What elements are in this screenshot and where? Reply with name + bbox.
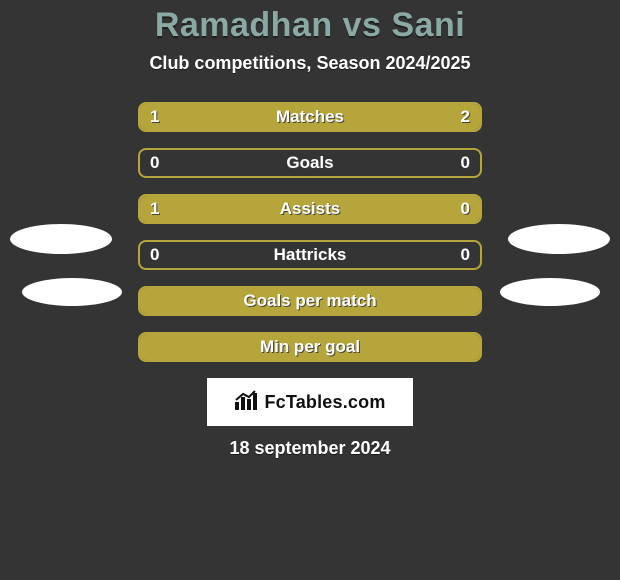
stat-bar: 12Matches	[138, 102, 482, 132]
stat-bar: Goals per match	[138, 286, 482, 316]
stat-bar: 0 0Hattricks	[138, 240, 482, 270]
stat-bar-fill-right	[252, 104, 480, 130]
stage: 12Matches00Goals10Assists00HattricksGoal…	[0, 102, 620, 459]
chart-icon	[234, 390, 258, 415]
stat-value-left: 1	[150, 107, 159, 127]
avatar-ellipse-right-top	[508, 224, 610, 254]
player-right-name: Sani	[391, 6, 465, 44]
stat-bar-fill-left	[140, 288, 480, 314]
stat-value-right: 0	[461, 245, 470, 265]
logo-text: FcTables.com	[264, 392, 385, 413]
logo-box: FcTables.com	[207, 378, 413, 426]
avatar-ellipse-left-top	[10, 224, 112, 254]
vs-word: vs	[343, 6, 382, 44]
stat-bar: 0 0Goals	[138, 148, 482, 178]
date-text: 18 september 2024	[0, 438, 620, 459]
stat-bar: 10Assists	[138, 194, 482, 224]
stat-label: Hattricks	[140, 245, 480, 265]
stat-value-right: 2	[461, 107, 470, 127]
stat-value-right: 0	[461, 199, 470, 219]
stat-value-right: 0	[461, 153, 470, 173]
stat-value-left: 0	[150, 245, 159, 265]
stat-bar: Min per goal	[138, 332, 482, 362]
avatar-ellipse-left-bottom	[22, 278, 122, 306]
stat-value-left: 1	[150, 199, 159, 219]
infographic-root: Ramadhan vs Sani Club competitions, Seas…	[0, 0, 620, 459]
stat-label: Goals	[140, 153, 480, 173]
title: Ramadhan vs Sani	[0, 6, 620, 45]
stat-bars: 12Matches00Goals10Assists00HattricksGoal…	[138, 102, 482, 362]
player-left-name: Ramadhan	[155, 6, 333, 44]
subtitle: Club competitions, Season 2024/2025	[0, 53, 620, 74]
stat-bar-fill-left	[140, 196, 405, 222]
stat-value-left: 0	[150, 153, 159, 173]
avatar-ellipse-right-bottom	[500, 278, 600, 306]
stat-bar-fill-left	[140, 334, 480, 360]
